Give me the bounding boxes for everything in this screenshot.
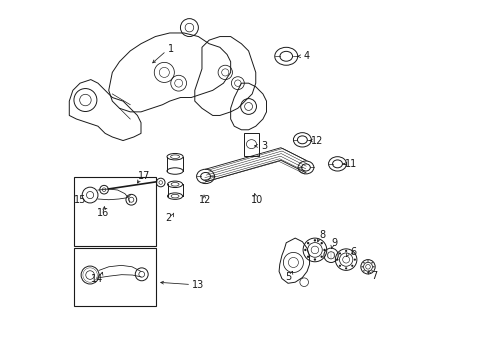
Text: 13: 13 bbox=[192, 280, 204, 290]
Text: 8: 8 bbox=[319, 230, 325, 239]
Circle shape bbox=[373, 266, 374, 267]
Text: 7: 7 bbox=[371, 271, 377, 281]
Circle shape bbox=[336, 258, 339, 261]
Text: 9: 9 bbox=[332, 238, 338, 248]
Text: 5: 5 bbox=[285, 272, 291, 282]
Circle shape bbox=[323, 249, 326, 251]
Text: 3: 3 bbox=[262, 141, 268, 151]
Circle shape bbox=[307, 256, 309, 258]
Circle shape bbox=[314, 258, 316, 261]
Text: 4: 4 bbox=[304, 51, 310, 61]
Circle shape bbox=[371, 262, 373, 264]
Circle shape bbox=[362, 266, 363, 267]
Text: 16: 16 bbox=[97, 208, 109, 218]
Text: 12: 12 bbox=[199, 195, 212, 206]
Circle shape bbox=[354, 258, 356, 261]
Circle shape bbox=[339, 265, 341, 267]
Circle shape bbox=[320, 242, 323, 244]
Text: 10: 10 bbox=[251, 195, 264, 205]
Circle shape bbox=[345, 267, 347, 269]
Circle shape bbox=[363, 262, 365, 264]
Bar bbox=[244, 133, 259, 156]
Circle shape bbox=[320, 256, 323, 258]
Text: 15: 15 bbox=[74, 195, 86, 205]
Bar bbox=[74, 177, 156, 246]
Text: 6: 6 bbox=[350, 247, 356, 257]
Text: 12: 12 bbox=[311, 136, 323, 145]
Circle shape bbox=[314, 239, 316, 242]
Circle shape bbox=[371, 270, 373, 271]
Bar bbox=[74, 248, 156, 306]
Circle shape bbox=[345, 250, 347, 252]
Text: 11: 11 bbox=[344, 159, 357, 169]
Circle shape bbox=[307, 242, 309, 244]
Circle shape bbox=[339, 252, 341, 255]
Circle shape bbox=[351, 252, 353, 255]
Circle shape bbox=[351, 265, 353, 267]
Circle shape bbox=[363, 270, 365, 271]
Text: 2: 2 bbox=[165, 213, 171, 222]
Text: 17: 17 bbox=[138, 171, 151, 181]
Text: 1: 1 bbox=[169, 44, 174, 54]
Circle shape bbox=[304, 249, 307, 251]
Text: 14: 14 bbox=[91, 274, 103, 284]
